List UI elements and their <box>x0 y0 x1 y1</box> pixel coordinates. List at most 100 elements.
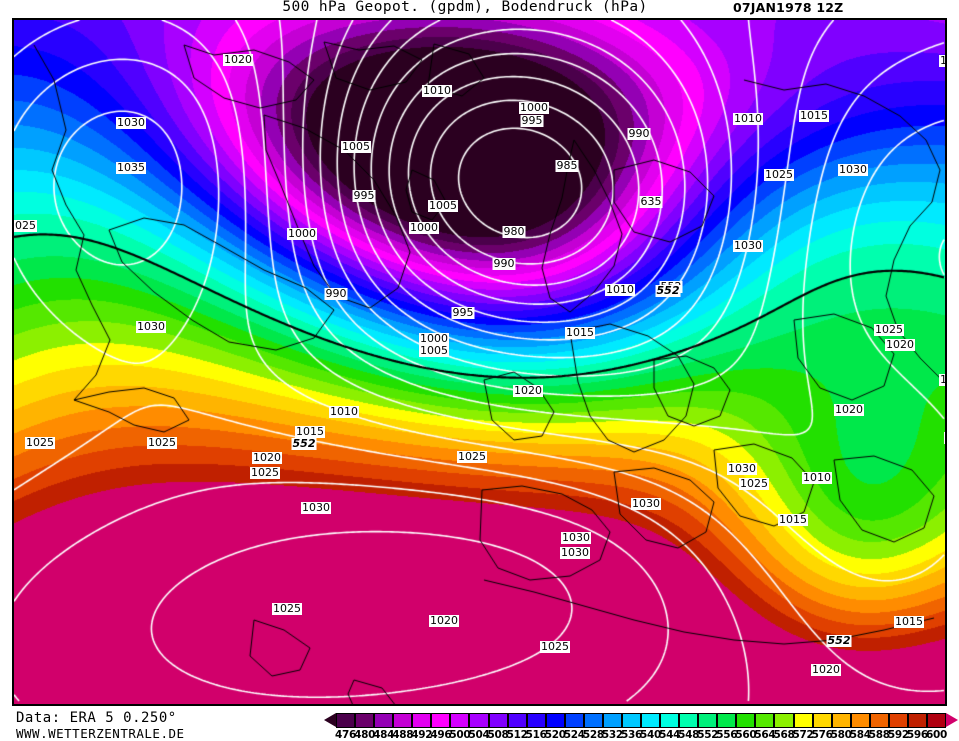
data-source-label: Data: ERA 5 0.250° <box>16 710 177 726</box>
colorbar-swatch <box>812 713 832 728</box>
colorbar-tick-label: 504 <box>468 729 490 741</box>
isobar-label: 1015 <box>778 513 808 526</box>
isobar-label: 1030 <box>136 320 166 333</box>
colorbar-tick-label: 568 <box>773 729 795 741</box>
colorbar-tick-label: 600 <box>925 729 947 741</box>
colorbar-swatch <box>526 713 546 728</box>
colorbar-swatch <box>926 713 946 728</box>
map-footer: Data: ERA 5 0.250° WWW.WETTERZENTRALE.DE <box>16 710 346 741</box>
isobar-label: 1025 <box>874 323 904 336</box>
isobar-label: 1020 <box>885 338 915 351</box>
colorbar-tick-label: 572 <box>792 729 814 741</box>
isobar-label: 1025 <box>14 220 37 232</box>
colorbar-tick-label: 496 <box>430 729 452 741</box>
colorbar-tick-label: 560 <box>735 729 757 741</box>
geopotential-height-label: 552 <box>291 437 317 450</box>
colorbar-swatch <box>488 713 508 728</box>
isobar-label: 990 <box>627 127 651 140</box>
map-datetime: 07JAN1978 12Z <box>733 0 844 15</box>
isobar-label: 1005 <box>428 199 458 212</box>
colorbar-swatch <box>774 713 794 728</box>
colorbar-tick-label: 552 <box>697 729 719 741</box>
colorbar-swatch <box>412 713 432 728</box>
isobar-label: 980 <box>502 225 526 238</box>
isobar-label: 1025 <box>540 640 570 653</box>
geopotential-height-label: 552 <box>826 634 852 647</box>
isobar-label: 1030 <box>733 239 763 252</box>
isobar-label: 1030 <box>116 116 146 129</box>
isobar-label: 1020 <box>811 663 841 676</box>
colorbar-tick-label: 520 <box>544 729 566 741</box>
website-url-label[interactable]: WWW.WETTERZENTRALE.DE <box>16 726 185 741</box>
isobar-label: 990 <box>324 287 348 300</box>
isobar-label: 1025 <box>457 450 487 463</box>
colorbar-swatch <box>355 713 375 728</box>
isobar-label: 1030 <box>838 163 868 176</box>
colorbar-swatch <box>679 713 699 728</box>
isobar-label: 1015 <box>799 109 829 122</box>
colorbar-swatch <box>717 713 737 728</box>
isobar-label: 1025 <box>764 168 794 181</box>
isobar-label: 1020 <box>834 403 864 416</box>
colorbar-swatch <box>755 713 775 728</box>
weather-map-frame[interactable]: 1020101010301005100099599010101015103010… <box>12 18 947 706</box>
isobar-label: 1015 <box>295 425 325 438</box>
isobar-label: 1025 <box>739 477 769 490</box>
colorbar-tick-label: 528 <box>582 729 604 741</box>
isobar-label: 1000 <box>287 227 317 240</box>
isobar-label: 995 <box>451 306 475 319</box>
isobar-label: 1020 <box>429 614 459 627</box>
isobar-label: 1000 <box>409 221 439 234</box>
isobar-label: 1020 <box>939 374 945 386</box>
colorbar-tick-label: 480 <box>354 729 376 741</box>
isobar-label: 1025 <box>272 602 302 615</box>
colorbar-swatch <box>469 713 489 728</box>
colorbar-tick-label: 512 <box>506 729 528 741</box>
isobar-label: 1005 <box>341 140 371 153</box>
weather-map-canvas[interactable] <box>14 20 945 704</box>
colorbar-swatch <box>336 713 356 728</box>
isobar-label: 1030 <box>560 546 590 559</box>
colorbar-legend: 476 480 484 488 492 496 500 504 508 512 516 520 524 5… <box>324 712 958 741</box>
isobar-label: 995 <box>520 114 544 127</box>
colorbar-tick-label: 500 <box>449 729 471 741</box>
isobar-label: 1030 <box>939 55 945 67</box>
colorbar-swatch <box>888 713 908 728</box>
colorbar-arrow-low <box>324 713 336 727</box>
isobar-label: 1035 <box>116 161 146 174</box>
isobar-label: 1000 <box>519 101 549 114</box>
isobar-label: 1005 <box>419 344 449 357</box>
colorbar-tick-label: 564 <box>754 729 776 741</box>
isobar-label: 1020 <box>223 53 253 66</box>
colorbar-swatch <box>507 713 527 728</box>
isobar-label: 1000 <box>419 332 449 345</box>
colorbar-swatch <box>850 713 870 728</box>
isobar-label: 1030 <box>631 497 661 510</box>
colorbar-tick-label: 580 <box>830 729 852 741</box>
colorbar-swatch <box>431 713 451 728</box>
isobar-label: 1025 <box>250 466 280 479</box>
colorbar-swatch <box>450 713 470 728</box>
colorbar-tick-label: 536 <box>620 729 642 741</box>
colorbar-tick-label: 524 <box>563 729 585 741</box>
colorbar-swatch <box>641 713 661 728</box>
colorbar-swatch <box>831 713 851 728</box>
colorbar-swatch <box>793 713 813 728</box>
colorbar-swatch <box>869 713 889 728</box>
geopotential-height-label: 552 <box>655 284 681 297</box>
colorbar-bar <box>336 713 946 728</box>
colorbar-tick-label: 596 <box>906 729 928 741</box>
isobar-label: 1030 <box>301 501 331 514</box>
isobar-label: 1010 <box>605 283 635 296</box>
isobar-label: 1020 <box>513 384 543 397</box>
colorbar-tick-label: 488 <box>392 729 414 741</box>
isobar-label: 1010 <box>802 471 832 484</box>
isobar-label: 1010 <box>733 112 763 125</box>
page-title: 500 hPa Geopot. (gpdm), Bodendruck (hPa) <box>282 0 648 15</box>
map-header: 500 hPa Geopot. (gpdm), Bodendruck (hPa)… <box>0 0 959 18</box>
isobar-label: 1015 <box>944 432 945 444</box>
isobar-label: 1010 <box>422 84 452 97</box>
isobar-label: 1025 <box>25 436 55 449</box>
isobar-label: 635 <box>639 195 663 208</box>
isobar-label: 1020 <box>252 451 282 464</box>
